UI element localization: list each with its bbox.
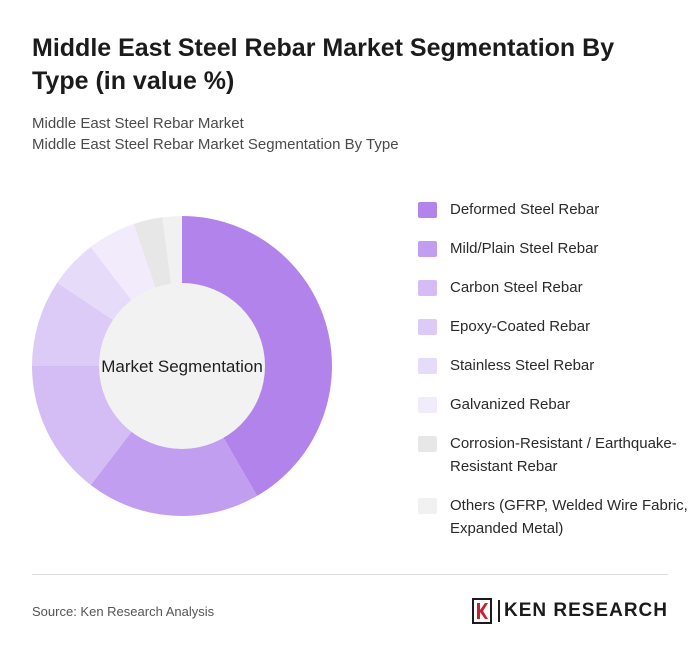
subtitles: Middle East Steel Rebar Market Middle Ea…: [32, 113, 399, 155]
legend-label: Epoxy-Coated Rebar: [450, 318, 591, 335]
legend-label: Mild/Plain Steel Rebar: [450, 240, 599, 257]
legend-label: Carbon Steel Rebar: [450, 279, 583, 296]
legend-swatch: [418, 202, 437, 218]
donut-hole: [99, 283, 265, 449]
legend-item: Stainless Steel Rebar: [418, 354, 688, 377]
legend-label: Stainless Steel Rebar: [450, 357, 595, 374]
subtitle-market: Middle East Steel Rebar Market: [32, 115, 244, 132]
legend-item: Epoxy-Coated Rebar: [418, 315, 688, 338]
legend-item: Corrosion-Resistant / Earthquake-Resista…: [418, 432, 688, 478]
legend-swatch: [418, 436, 437, 452]
legend-item: Deformed Steel Rebar: [418, 198, 688, 221]
subtitle-segmentation: Middle East Steel Rebar Market Segmentat…: [32, 136, 399, 153]
legend-swatch: [418, 358, 437, 374]
logo-separator: [497, 600, 500, 622]
legend-item: Carbon Steel Rebar: [418, 276, 688, 299]
center-label: Market Segmentation: [101, 357, 263, 376]
legend-item: Others (GFRP, Welded Wire Fabric, Expand…: [418, 494, 688, 540]
legend: Deformed Steel Rebar Mild/Plain Steel Reb…: [418, 198, 688, 556]
legend-label: Galvanized Rebar: [450, 396, 571, 413]
legend-label: Deformed Steel Rebar: [450, 201, 600, 218]
legend-swatch: [418, 319, 437, 335]
legend-item: Mild/Plain Steel Rebar: [418, 237, 688, 260]
legend-item: Galvanized Rebar: [418, 393, 688, 416]
source-note: Source: Ken Research Analysis: [32, 604, 215, 619]
legend-swatch: [418, 397, 437, 413]
logo-text: KEN RESEARCH: [503, 600, 668, 621]
ken-research-logo: KEN RESEARCH: [471, 598, 668, 624]
donut-chart: Market Segmentation: [32, 216, 332, 516]
legend-swatch: [418, 241, 437, 257]
legend-label: Others (GFRP, Welded Wire Fabric, Expand…: [450, 497, 688, 537]
chart-title: Middle East Steel Rebar Market Segmentat…: [32, 34, 615, 95]
legend-swatch: [418, 280, 437, 296]
footer-divider: [32, 574, 668, 575]
legend-label: Corrosion-Resistant / Earthquake-Resista…: [450, 435, 677, 475]
logo-mark-icon: [471, 598, 492, 624]
legend-swatch: [418, 498, 437, 514]
